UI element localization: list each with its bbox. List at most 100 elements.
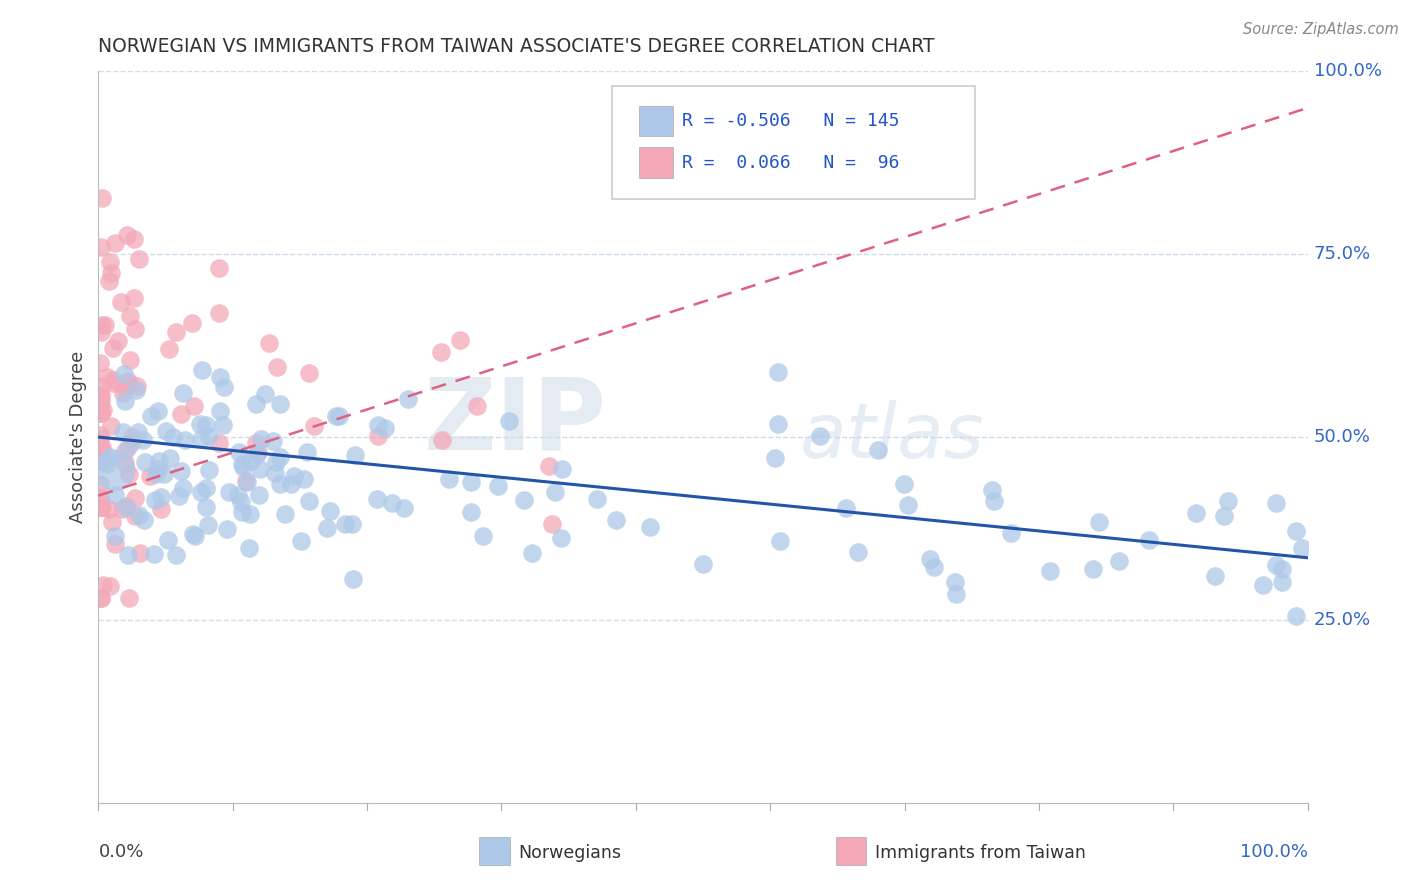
Point bbox=[90, 442, 112, 456]
Point bbox=[1137, 533, 1160, 548]
Text: ZIP: ZIP bbox=[423, 374, 606, 471]
Point bbox=[1265, 558, 1288, 573]
Point bbox=[143, 493, 166, 508]
Point bbox=[122, 291, 145, 305]
Point bbox=[89, 432, 111, 446]
Point bbox=[316, 521, 339, 535]
Point bbox=[118, 309, 141, 323]
Point bbox=[103, 463, 125, 477]
Point bbox=[125, 383, 148, 397]
Point bbox=[90, 406, 112, 420]
Point bbox=[129, 546, 152, 560]
Point bbox=[93, 403, 115, 417]
Point bbox=[344, 448, 367, 462]
FancyBboxPatch shape bbox=[837, 838, 866, 865]
Point bbox=[89, 398, 111, 412]
Point bbox=[170, 408, 193, 422]
Point bbox=[922, 559, 945, 574]
Point bbox=[96, 458, 118, 472]
Point bbox=[143, 548, 166, 562]
Point bbox=[90, 393, 112, 408]
Point bbox=[89, 491, 111, 505]
Point bbox=[769, 534, 792, 549]
Point bbox=[247, 445, 270, 459]
Point bbox=[640, 520, 662, 534]
Point bbox=[114, 444, 136, 458]
Point bbox=[512, 493, 534, 508]
Point bbox=[98, 579, 121, 593]
Point bbox=[235, 474, 257, 488]
Point bbox=[893, 476, 915, 491]
Point bbox=[367, 417, 389, 432]
Point bbox=[90, 240, 112, 254]
Point bbox=[121, 429, 143, 443]
Point bbox=[100, 450, 122, 464]
Point bbox=[183, 526, 205, 541]
Text: 75.0%: 75.0% bbox=[1313, 245, 1371, 263]
Point bbox=[96, 370, 118, 384]
Point bbox=[262, 434, 284, 449]
Point bbox=[139, 468, 162, 483]
Point bbox=[172, 481, 194, 495]
Point bbox=[101, 515, 124, 529]
Point bbox=[91, 578, 114, 592]
Point bbox=[149, 502, 172, 516]
Point bbox=[208, 305, 231, 319]
Point bbox=[125, 379, 148, 393]
Point bbox=[392, 500, 415, 515]
Point bbox=[257, 336, 280, 351]
Point bbox=[165, 548, 187, 562]
Point bbox=[97, 274, 120, 288]
Point bbox=[586, 491, 609, 506]
Point bbox=[245, 435, 267, 450]
Point bbox=[101, 342, 124, 356]
Point bbox=[117, 375, 139, 389]
Point bbox=[240, 453, 263, 467]
Point bbox=[97, 501, 120, 516]
Point bbox=[943, 574, 966, 589]
Point bbox=[208, 404, 231, 418]
Point bbox=[396, 392, 419, 406]
Point bbox=[100, 266, 122, 280]
Point bbox=[292, 472, 315, 486]
Point bbox=[302, 418, 325, 433]
Point bbox=[692, 558, 714, 572]
Point bbox=[235, 475, 257, 489]
Point bbox=[1204, 569, 1226, 583]
Text: 100.0%: 100.0% bbox=[1313, 62, 1382, 80]
FancyBboxPatch shape bbox=[613, 86, 976, 200]
Point bbox=[112, 379, 135, 393]
Point bbox=[208, 369, 231, 384]
FancyBboxPatch shape bbox=[479, 838, 509, 865]
Point bbox=[367, 429, 389, 443]
Point bbox=[104, 528, 127, 542]
Point bbox=[190, 363, 212, 377]
Point bbox=[89, 399, 111, 413]
Point bbox=[1285, 609, 1308, 624]
Point bbox=[141, 409, 163, 424]
Point bbox=[121, 434, 143, 449]
Point bbox=[274, 507, 297, 521]
Point bbox=[1271, 575, 1294, 590]
Point bbox=[104, 488, 127, 502]
Point bbox=[551, 461, 574, 475]
Point bbox=[269, 477, 291, 491]
Point bbox=[90, 450, 112, 464]
Point bbox=[211, 418, 233, 433]
Point bbox=[520, 546, 543, 560]
Point bbox=[91, 500, 114, 514]
Point bbox=[374, 420, 396, 434]
Point bbox=[264, 455, 287, 469]
Point bbox=[239, 507, 262, 521]
Point bbox=[197, 428, 219, 442]
Point bbox=[460, 505, 482, 519]
Point bbox=[264, 467, 287, 481]
Point bbox=[1039, 564, 1062, 578]
Point bbox=[340, 517, 363, 532]
Point bbox=[460, 475, 482, 490]
Point bbox=[117, 440, 139, 454]
Point bbox=[101, 373, 124, 387]
Point bbox=[766, 365, 789, 379]
Point bbox=[449, 333, 471, 347]
Point bbox=[1291, 541, 1313, 555]
